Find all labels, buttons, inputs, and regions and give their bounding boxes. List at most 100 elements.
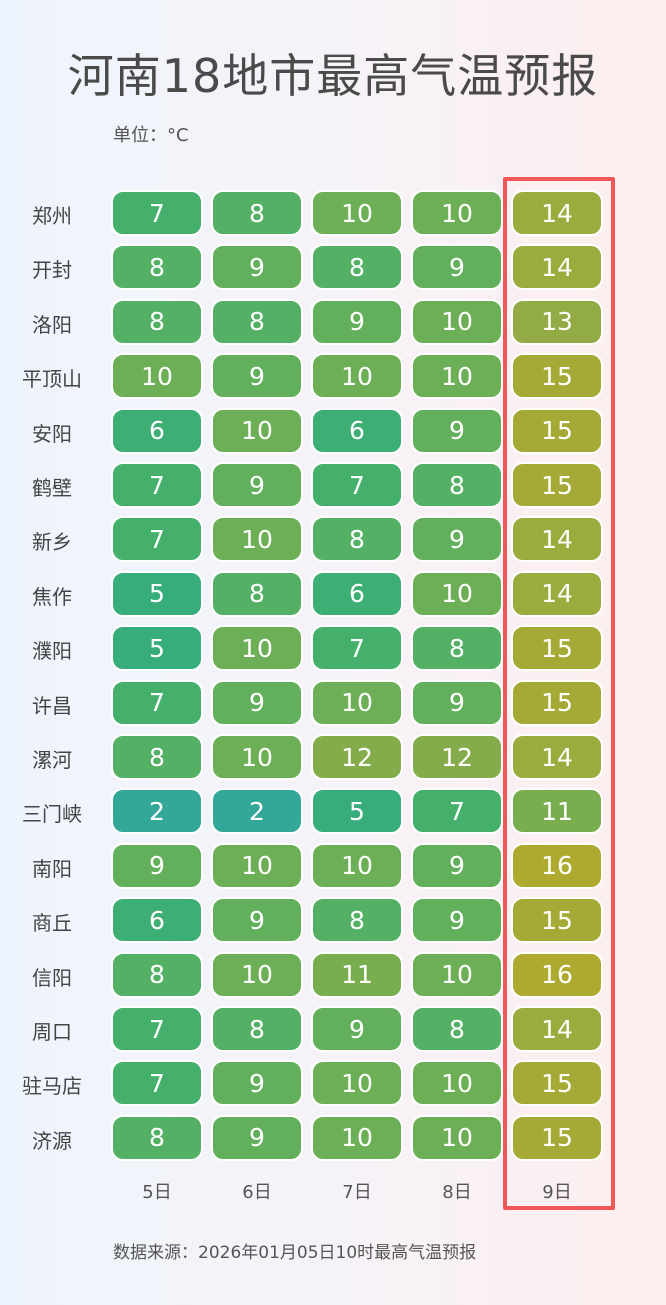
city-label: 三门峡 — [22, 802, 82, 827]
city-label: 济源 — [32, 1128, 72, 1153]
heatmap-cell: 9 — [211, 462, 303, 508]
heatmap-cell: 2 — [111, 788, 203, 835]
heatmap-cell: 14 — [511, 570, 603, 617]
heatmap-cell: 10 — [411, 1114, 503, 1161]
heatmap-cell: 8 — [411, 462, 503, 508]
city-label: 南阳 — [32, 856, 72, 881]
heatmap-cell: 8 — [211, 298, 303, 345]
day-label: 8日 — [442, 1182, 472, 1203]
city-label: 周口 — [32, 1020, 72, 1044]
heatmap-cell: 8 — [411, 625, 503, 672]
heatmap-cell: 10 — [211, 625, 303, 672]
heatmap-cell: 7 — [411, 788, 503, 835]
heatmap-cell: 9 — [211, 1114, 303, 1161]
heatmap-cell: 5 — [311, 788, 403, 835]
heatmap-cell: 13 — [511, 298, 603, 345]
heatmap-cell: 8 — [411, 1006, 503, 1052]
heatmap-cell: 9 — [311, 298, 403, 345]
heatmap-cell: 9 — [211, 897, 303, 944]
heatmap-cell: 12 — [311, 734, 403, 780]
heatmap-cell: 14 — [511, 516, 603, 563]
heatmap-cell: 10 — [311, 679, 403, 726]
heatmap-cell: 8 — [211, 190, 303, 236]
heatmap-cell: 7 — [111, 679, 203, 726]
heatmap-cell: 9 — [411, 897, 503, 944]
heatmap-cell: 15 — [511, 462, 603, 508]
heatmap-cell: 10 — [411, 951, 503, 998]
day-label: 7日 — [342, 1182, 372, 1203]
heatmap-cell: 9 — [411, 244, 503, 291]
city-label: 驻马店 — [22, 1074, 82, 1099]
heatmap-cell: 10 — [311, 1060, 403, 1107]
heatmap-cell: 7 — [311, 462, 403, 508]
city-label: 鹤壁 — [32, 476, 72, 500]
heatmap-cell: 14 — [511, 1006, 603, 1052]
city-label: 安阳 — [32, 421, 72, 446]
heatmap-cell: 9 — [311, 1006, 403, 1052]
heatmap-cell: 8 — [311, 897, 403, 944]
heatmap-cell: 9 — [411, 679, 503, 726]
heatmap-cell: 10 — [411, 190, 503, 236]
heatmap-cell: 8 — [311, 516, 403, 563]
heatmap-cell: 8 — [111, 244, 203, 291]
heatmap-cell: 15 — [511, 353, 603, 400]
highlight-column-box — [503, 177, 615, 1210]
heatmap-cell: 14 — [511, 244, 603, 291]
heatmap-cell: 10 — [311, 842, 403, 889]
data-source: 数据来源：2026年01月05日10时最高气温预报 — [113, 1243, 477, 1263]
heatmap-cell: 6 — [311, 407, 403, 454]
city-label: 开封 — [32, 258, 72, 283]
heatmap-cell: 15 — [511, 625, 603, 672]
heatmap-cell: 7 — [111, 1006, 203, 1052]
heatmap-cell: 8 — [211, 1006, 303, 1052]
heatmap-cell: 7 — [111, 462, 203, 508]
heatmap-cell: 7 — [311, 625, 403, 672]
heatmap-cell: 9 — [211, 679, 303, 726]
heatmap-cell: 10 — [411, 570, 503, 617]
heatmap-cell: 11 — [311, 951, 403, 998]
day-label: 9日 — [542, 1182, 572, 1203]
heatmap-cell: 15 — [511, 897, 603, 944]
heatmap-cell: 15 — [511, 679, 603, 726]
city-label: 信阳 — [32, 965, 72, 990]
city-label: 平顶山 — [22, 367, 82, 392]
heatmap-cell: 9 — [111, 842, 203, 889]
heatmap-cell: 11 — [511, 788, 603, 835]
heatmap-cell: 9 — [211, 353, 303, 400]
heatmap-cell: 6 — [311, 570, 403, 617]
heatmap-cell: 10 — [211, 951, 303, 998]
heatmap-cell: 9 — [211, 1060, 303, 1107]
heatmap-cell: 10 — [211, 516, 303, 563]
city-label: 商丘 — [32, 911, 72, 936]
heatmap-cell: 10 — [311, 353, 403, 400]
heatmap-cell: 10 — [411, 353, 503, 400]
heatmap-cell: 10 — [411, 298, 503, 345]
unit-label: 单位：°C — [113, 125, 189, 146]
city-label: 郑州 — [32, 204, 72, 228]
heatmap-cell: 16 — [511, 951, 603, 998]
heatmap-cell: 8 — [111, 734, 203, 780]
heatmap-cell: 14 — [511, 734, 603, 780]
heatmap-cell: 10 — [311, 190, 403, 236]
heatmap-cell: 12 — [411, 734, 503, 780]
heatmap-cell: 9 — [211, 244, 303, 291]
heatmap-cell: 5 — [111, 625, 203, 672]
heatmap-cell: 14 — [511, 190, 603, 236]
heatmap-cell: 8 — [111, 1114, 203, 1161]
heatmap-cell: 10 — [111, 353, 203, 400]
heatmap-cell: 7 — [111, 516, 203, 563]
heatmap-cell: 8 — [111, 298, 203, 345]
day-label: 5日 — [142, 1182, 172, 1203]
heatmap-cell: 7 — [111, 190, 203, 236]
heatmap-cell: 9 — [411, 516, 503, 563]
heatmap-cell: 10 — [211, 842, 303, 889]
city-label: 濮阳 — [32, 639, 72, 664]
heatmap-cell: 10 — [411, 1060, 503, 1107]
city-label: 许昌 — [32, 693, 72, 718]
chart-title: 河南18地市最高气温预报 — [67, 49, 599, 103]
city-label: 焦作 — [32, 584, 72, 609]
heatmap-cell: 9 — [411, 842, 503, 889]
city-label: 漯河 — [32, 748, 72, 772]
heatmap-cell: 10 — [311, 1114, 403, 1161]
heatmap-cell: 10 — [211, 407, 303, 454]
